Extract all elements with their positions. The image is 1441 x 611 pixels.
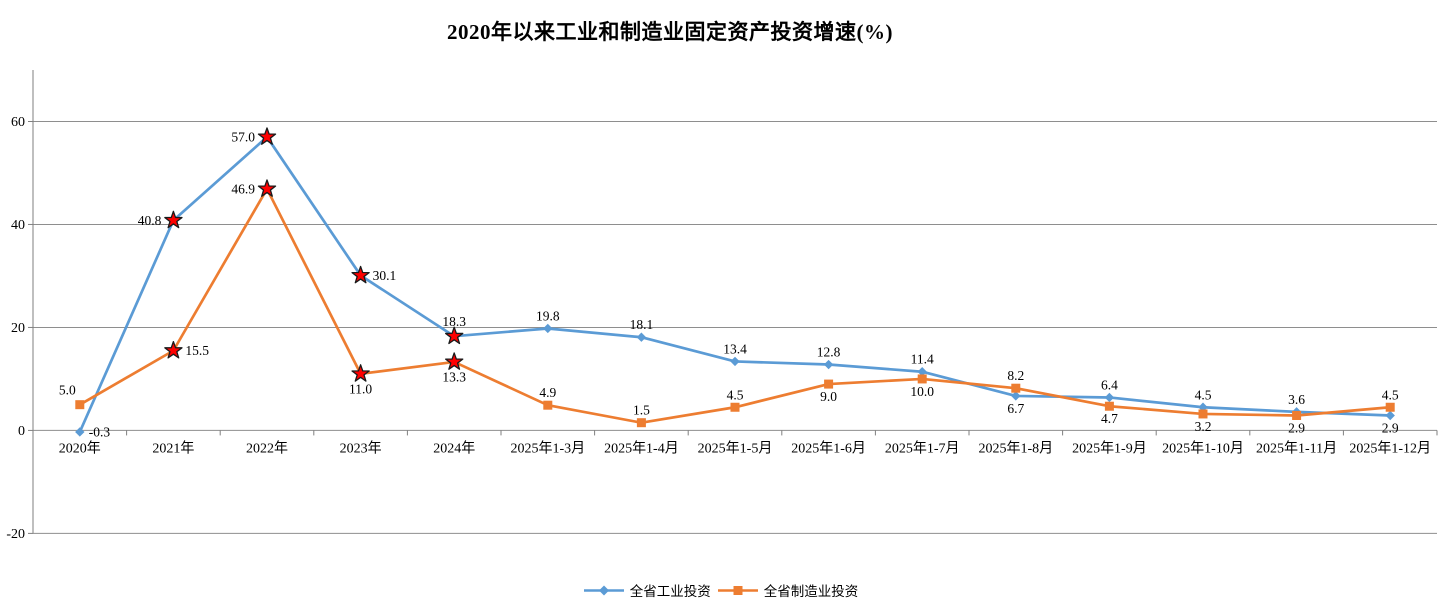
chart-title: 2020年以来工业和制造业固定资产投资增速(%) [447, 20, 893, 44]
data-label: 3.6 [1288, 392, 1305, 407]
data-label: 11.4 [911, 352, 934, 367]
diamond-marker-icon [823, 359, 834, 370]
x-axis-label: 2025年1-9月 [1072, 440, 1147, 456]
highlight-star-marker-icon [351, 265, 370, 284]
data-label: 6.4 [1101, 377, 1118, 392]
y-axis-label: -20 [6, 527, 25, 542]
x-axis-label: 2022年 [246, 440, 288, 456]
x-axis-label: 2025年1-8月 [978, 440, 1053, 456]
x-axis-label: 2025年1-5月 [698, 440, 773, 456]
square-marker-icon [75, 400, 85, 410]
x-axis-label: 2025年1-10月 [1162, 440, 1244, 456]
diamond-marker-icon [1104, 392, 1115, 403]
diamond-marker-icon [730, 356, 740, 367]
y-axis-label: 40 [11, 218, 25, 233]
square-marker-icon [636, 418, 646, 428]
square-marker-icon [1385, 402, 1395, 412]
highlight-star-marker-icon [351, 364, 370, 382]
data-label: 40.8 [138, 213, 162, 228]
x-axis-label: 2025年1-4月 [604, 440, 679, 456]
y-axis-label: 0 [18, 424, 25, 439]
x-axis-label: 2023年 [340, 440, 382, 456]
data-label: 5.0 [59, 383, 76, 398]
square-marker-icon [824, 379, 834, 389]
data-label: 4.9 [539, 385, 556, 400]
highlight-star-marker-icon [164, 210, 183, 229]
highlight-star-marker-icon [164, 340, 183, 359]
data-label: 18.1 [630, 317, 654, 332]
diamond-marker-icon [543, 323, 553, 334]
x-axis-label: 2024年 [433, 440, 475, 456]
y-axis-label: 60 [11, 115, 25, 130]
x-axis-label: 2025年1-12月 [1349, 440, 1431, 456]
diamond-marker-icon [917, 367, 927, 377]
data-label: 4.5 [1195, 387, 1212, 402]
data-label: 4.7 [1101, 411, 1118, 426]
data-label: 11.0 [349, 381, 372, 396]
x-axis-label: 2020年 [59, 440, 101, 456]
y-axis-label: 20 [11, 321, 25, 336]
square-marker-icon [730, 402, 740, 412]
highlight-star-marker-icon [257, 179, 277, 197]
highlight-star-marker-icon [444, 352, 464, 370]
data-label: 57.0 [231, 129, 255, 144]
data-label: 30.1 [373, 268, 397, 283]
diamond-marker-icon [1011, 391, 1021, 401]
plot-area: 60 40 20 0 -20 2020年 2021年 2022年 2023年 2024年 2025年… [6, 70, 1438, 542]
data-label: 46.9 [231, 181, 255, 196]
data-label: 10.0 [910, 384, 934, 399]
square-marker-icon [733, 585, 743, 595]
data-label: 8.2 [1007, 368, 1024, 383]
data-label: 3.2 [1195, 419, 1212, 434]
legend-label-industrial: 全省工业投资 [629, 584, 711, 599]
square-marker-icon [543, 400, 553, 410]
legend-label-manufacturing: 全省制造业投资 [763, 584, 859, 599]
x-axis-label: 2025年1-6月 [791, 440, 866, 456]
diamond-marker-icon [598, 585, 609, 595]
data-label: 2.9 [1382, 420, 1399, 435]
data-label: 13.4 [723, 341, 747, 356]
x-axis-label: 2021年 [152, 440, 194, 456]
legend-item-industrial: 全省工业投资 [583, 580, 711, 600]
data-label: 1.5 [633, 403, 650, 418]
square-marker-icon [1011, 383, 1021, 393]
x-axis-label: 2025年1-3月 [510, 440, 585, 456]
data-label: 4.5 [727, 387, 744, 402]
data-label: 18.3 [442, 314, 466, 329]
data-label: -0.3 [89, 424, 111, 439]
legend-line-square-icon [717, 585, 758, 595]
legend-line-diamond-icon [583, 585, 624, 595]
data-label: 15.5 [185, 343, 209, 358]
legend: 全省工业投资 全省制造业投资 [0, 580, 1441, 600]
legend-item-manufacturing: 全省制造业投资 [717, 580, 859, 600]
square-marker-icon [1198, 409, 1208, 419]
square-marker-icon [917, 374, 927, 384]
highlight-star-marker-icon [257, 127, 277, 145]
data-label: 13.3 [442, 369, 466, 384]
diamond-marker-icon [1385, 410, 1395, 421]
x-axis-label: 2025年1-11月 [1256, 440, 1337, 456]
data-label: 4.5 [1382, 387, 1399, 402]
data-label: 2.9 [1288, 420, 1305, 435]
x-axis-label: 2025年1-7月 [885, 440, 960, 456]
highlight-star-marker-icon [444, 326, 464, 345]
square-marker-icon [1292, 410, 1302, 420]
data-label: 9.0 [820, 389, 837, 404]
diamond-marker-icon [636, 332, 647, 342]
data-label: 19.8 [536, 308, 560, 323]
square-marker-icon [1104, 401, 1114, 411]
diamond-marker-icon [75, 427, 85, 437]
data-label: 12.8 [817, 345, 841, 360]
data-label: 6.7 [1007, 401, 1024, 416]
